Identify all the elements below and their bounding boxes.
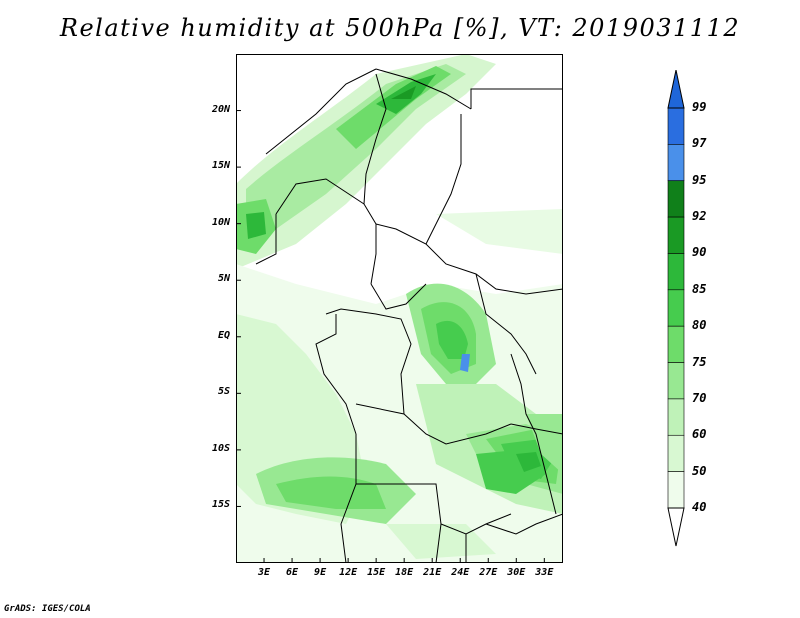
colorbar-level-label: 95 [692,172,707,187]
colorbar [667,70,685,547]
lat-tick-label: 15N [211,160,230,172]
colorbar-low-arrow [667,507,685,547]
colorbar-segment [667,325,685,363]
colorbar-level-label: 60 [692,427,707,442]
colorbar-segment [667,471,685,509]
colorbar-segment [667,216,685,254]
lat-tick-label: 15S [211,499,230,511]
lon-tick-label: 6E [286,567,299,578]
colorbar-level-label: 50 [692,463,707,478]
lat-tick-label: 5S [217,386,230,398]
lat-tick-label: 5N [217,273,230,285]
colorbar-segment [667,289,685,327]
map-frame [236,54,563,563]
colorbar-level-label: 80 [692,318,707,333]
lat-tick-label: 20N [211,103,230,115]
lon-tick-label: 21E [423,567,442,578]
map-title: Relative humidity at 500hPa [%], VT: 201… [59,14,741,42]
lon-tick-label: 18E [395,567,414,578]
colorbar-segment [667,253,685,291]
lon-tick-label: 3E [257,567,271,578]
grads-credit: GrADS: IGES/COLA [4,604,91,614]
humidity-map [235,54,564,564]
colorbar-level-label: 75 [692,354,707,369]
lon-tick-label: 24E [451,567,470,578]
lon-tick-label: 15E [367,567,386,578]
lat-tick-label: 10N [211,216,230,228]
colorbar-segment [667,107,685,145]
colorbar-level-label: 70 [692,390,707,405]
colorbar-segment [667,362,685,400]
lon-tick-label: 30E [507,567,526,578]
lat-tick-label: EQ [217,329,230,341]
colorbar-high-arrow [667,70,685,109]
colorbar-level-label: 40 [692,500,707,514]
lon-tick-label: 12E [339,567,358,578]
colorbar-level-label: 90 [692,245,707,260]
colorbar-segment [667,398,685,436]
colorbar-segment [667,434,685,472]
colorbar-level-label: 99 [692,100,707,114]
lon-tick-label: 9E [314,567,327,578]
lat-tick-label: 10S [211,442,230,454]
colorbar-level-label: 97 [692,136,707,151]
lon-tick-label: 33E [535,567,554,578]
colorbar-level-label: 85 [692,281,707,296]
colorbar-level-label: 92 [692,209,707,224]
lon-tick-label: 27E [479,567,498,578]
colorbar-segment [667,144,685,182]
colorbar-segment [667,180,685,218]
map-panel [235,54,564,564]
